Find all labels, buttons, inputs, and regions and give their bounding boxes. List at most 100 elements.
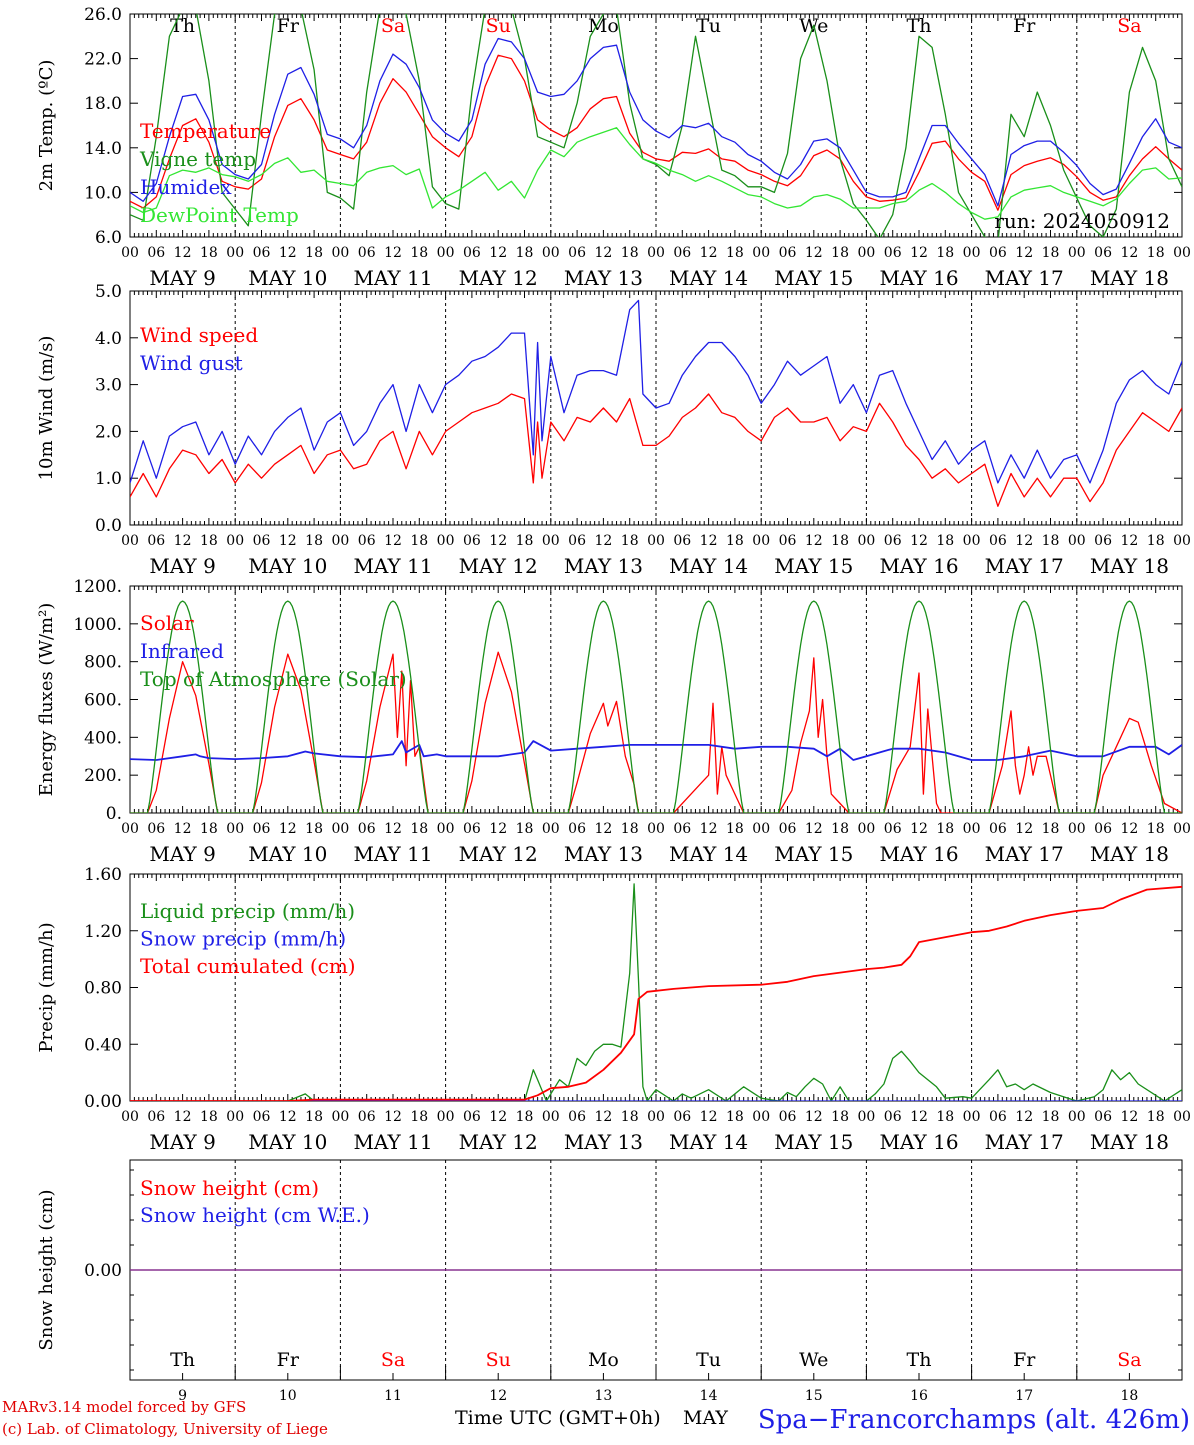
x-date-label: MAY 18 (1090, 554, 1169, 578)
x-hour-label: 18 (726, 821, 744, 837)
x-date-label: MAY 12 (459, 266, 538, 290)
x-date-label: MAY 10 (248, 1130, 327, 1154)
x-hour-label: 18 (410, 533, 428, 549)
x-hour-label: 00 (226, 1109, 244, 1125)
series-line-vigne-temp (130, 14, 1182, 237)
y-tick-label: 0.00 (84, 1261, 122, 1281)
x-hour-label: 12 (489, 245, 507, 261)
x-hour-label: 18 (1147, 1109, 1165, 1125)
x-hour-label: 06 (253, 533, 271, 549)
y-tick-label: 3.0 (95, 376, 122, 396)
x-hour-label: 06 (147, 1109, 165, 1125)
x-hour-label: 06 (1094, 1109, 1112, 1125)
x-day-number: 12 (489, 1388, 507, 1404)
x-hour-label: 06 (1094, 245, 1112, 261)
x-hour-label: 00 (752, 245, 770, 261)
x-hour-label: 18 (305, 245, 323, 261)
x-hour-label: 18 (936, 1109, 954, 1125)
weekday-label: Mo (588, 15, 619, 37)
y-tick-label: 800. (84, 653, 122, 673)
x-hour-label: 00 (1068, 533, 1086, 549)
x-hour-label: 00 (542, 1109, 560, 1125)
x-hour-label: 00 (857, 821, 875, 837)
x-hour-label: 00 (121, 533, 139, 549)
x-hour-label: 00 (331, 1109, 349, 1125)
x-hour-label: 18 (516, 821, 534, 837)
x-hour-label: 00 (647, 245, 665, 261)
x-day-number: 10 (279, 1388, 297, 1404)
x-date-label: MAY 18 (1090, 266, 1169, 290)
x-hour-label: 12 (279, 1109, 297, 1125)
x-hour-label: 12 (805, 1109, 823, 1125)
x-date-label: MAY 16 (879, 554, 958, 578)
legend-entry: Wind gust (140, 351, 243, 375)
weekday-label: Fr (1013, 15, 1036, 37)
model-credit-line1: MARv3.14 model forced by GFS (2, 1398, 246, 1416)
x-hour-label: 18 (621, 821, 639, 837)
legend-entry: Wind speed (140, 323, 258, 347)
x-hour-label: 00 (647, 1109, 665, 1125)
x-hour-label: 12 (174, 821, 192, 837)
x-hour-label: 12 (489, 821, 507, 837)
x-date-label: MAY 17 (985, 842, 1064, 866)
x-hour-label: 06 (358, 821, 376, 837)
x-date-label: MAY 9 (149, 266, 215, 290)
x-hour-label: 00 (857, 1109, 875, 1125)
x-hour-label: 12 (1015, 245, 1033, 261)
x-hour-label: 06 (147, 821, 165, 837)
y-tick-label: 2.0 (95, 422, 122, 442)
x-hour-label: 18 (200, 1109, 218, 1125)
x-hour-label: 18 (516, 533, 534, 549)
x-hour-label: 06 (147, 533, 165, 549)
x-hour-label: 00 (437, 533, 455, 549)
x-hour-label: 06 (463, 821, 481, 837)
y-tick-label: 1.0 (95, 469, 122, 489)
weekday-label: Fr (1013, 1349, 1036, 1371)
x-date-label: MAY 13 (564, 1130, 643, 1154)
station-title: Spa−Francorchamps (alt. 426m) (758, 1405, 1190, 1435)
x-date-label: MAY 17 (985, 1130, 1064, 1154)
legend-entry: Snow height (cm W.E.) (140, 1203, 370, 1227)
x-day-number: 18 (1120, 1388, 1138, 1404)
x-hour-label: 00 (542, 245, 560, 261)
x-hour-label: 12 (700, 245, 718, 261)
y-tick-label: 0.00 (84, 1092, 122, 1112)
x-hour-label: 18 (726, 245, 744, 261)
x-hour-label: 12 (594, 821, 612, 837)
x-hour-label: 06 (779, 245, 797, 261)
y-tick-label: 22.0 (84, 50, 122, 70)
x-date-label: MAY 15 (774, 1130, 853, 1154)
x-hour-label: 12 (1120, 1109, 1138, 1125)
panel-precip: 0.00 0.40 0.80 1.20 1.60 Precip (mm/h) 00 06 12 1… (36, 865, 1191, 1154)
series-line-wind-gust (130, 299, 1182, 484)
y-tick-label: 0.0 (95, 516, 122, 536)
x-hour-label: 00 (963, 533, 981, 549)
x-hour-label: 12 (594, 1109, 612, 1125)
x-hour-label: 18 (410, 821, 428, 837)
x-hour-label: 06 (358, 1109, 376, 1125)
weekday-label: We (799, 1349, 828, 1371)
x-date-label: MAY 11 (353, 554, 432, 578)
x-day-number: 11 (384, 1388, 402, 1404)
x-date-label: MAY 9 (149, 842, 215, 866)
x-day-number: 15 (805, 1388, 823, 1404)
x-hour-label: 00 (963, 821, 981, 837)
x-hour-label: 00 (857, 533, 875, 549)
x-hour-label: 18 (305, 1109, 323, 1125)
legend-entry: Solar (140, 611, 194, 635)
y-tick-label: 600. (84, 691, 122, 711)
x-hour-label: 06 (463, 1109, 481, 1125)
x-date-label: MAY 11 (353, 1130, 432, 1154)
weekday-label: Sa (381, 1349, 405, 1371)
weekday-label: Fr (277, 15, 300, 37)
panel-snow: 0.00 Snow height (cm) Th Fr Sa Su Mo Tu We Th Fr Sa… (36, 1159, 1183, 1404)
model-credit-line2: (c) Lab. of Climatology, University of L… (2, 1420, 328, 1438)
x-date-label: MAY 17 (985, 554, 1064, 578)
x-hour-label: 00 (542, 821, 560, 837)
x-hour-label: 06 (568, 245, 586, 261)
x-hour-label: 18 (936, 821, 954, 837)
x-hour-label: 12 (384, 245, 402, 261)
x-hour-label: 06 (673, 245, 691, 261)
